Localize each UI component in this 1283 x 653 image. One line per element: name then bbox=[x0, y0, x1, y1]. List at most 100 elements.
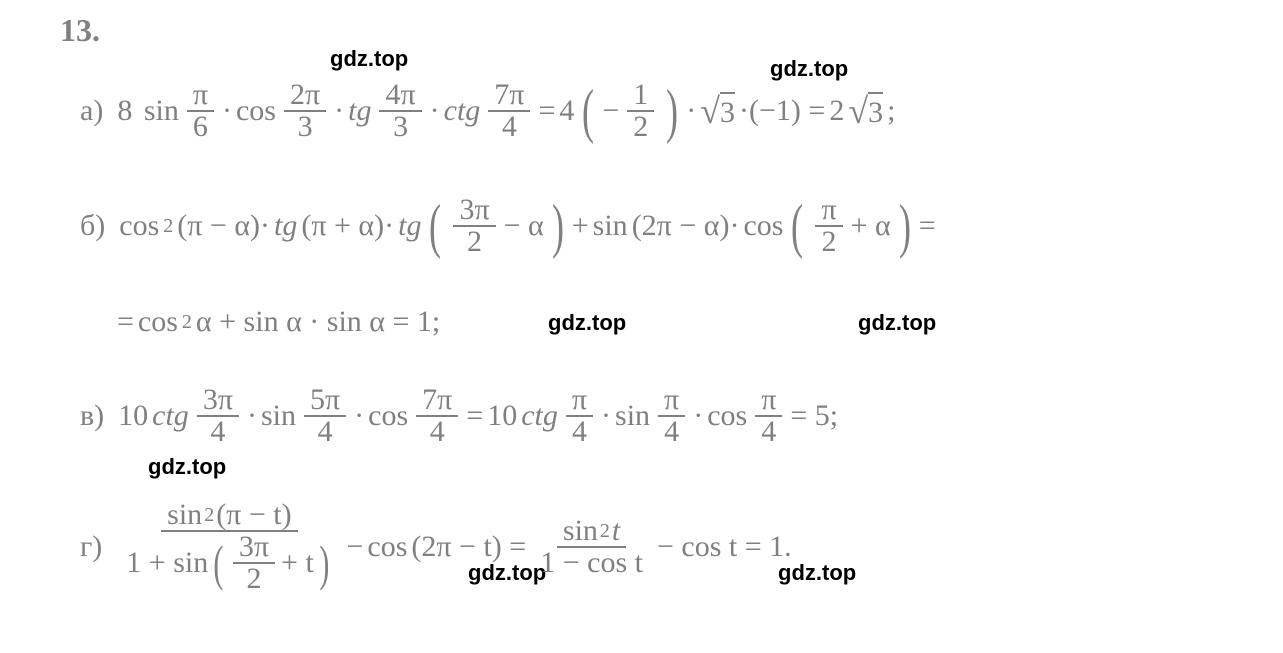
dot: · bbox=[693, 399, 703, 433]
frac-den: 1 + sin ( 3π2 + t ) bbox=[120, 532, 338, 594]
frac-num: π bbox=[815, 195, 842, 227]
func-tg: tg bbox=[348, 94, 371, 128]
paren-left: ( bbox=[791, 211, 803, 241]
frac-den: 6 bbox=[187, 112, 214, 142]
arg: (π − α)· bbox=[177, 209, 270, 243]
frac-den: 4 bbox=[658, 417, 685, 447]
arg: (2π − t) = bbox=[411, 530, 526, 564]
label-b: б) bbox=[80, 209, 105, 243]
frac-num: 3π bbox=[197, 385, 239, 417]
func-sin: sin bbox=[593, 209, 628, 243]
equals: = bbox=[538, 94, 555, 128]
coeff: 10 bbox=[118, 399, 148, 433]
problem-number: 13. bbox=[60, 12, 100, 49]
equation-d: г) sin2(π − t) 1 + sin ( 3π2 + t ) − cos… bbox=[80, 500, 792, 594]
func-tg: tg bbox=[274, 209, 297, 243]
frac-den: 4 bbox=[566, 417, 593, 447]
func-ctg: ctg bbox=[152, 399, 189, 433]
frac-den: 4 bbox=[424, 417, 451, 447]
equation-b1: б) cos2 (π − α)· tg (π + α)· tg ( 3π2 − … bbox=[80, 195, 936, 257]
func-cos: cos bbox=[236, 94, 276, 128]
label-a: а) bbox=[80, 94, 103, 128]
paren-right: ) bbox=[552, 211, 564, 241]
arg: (π + α)· bbox=[301, 209, 394, 243]
func-cos: cos bbox=[367, 530, 407, 564]
func-tg: tg bbox=[398, 209, 421, 243]
func-ctg: ctg bbox=[521, 399, 558, 433]
sqrt: √3 bbox=[848, 90, 883, 132]
frac-den: 2 bbox=[461, 227, 488, 257]
watermark: gdz.top bbox=[548, 310, 626, 336]
plus-alpha: + α bbox=[851, 209, 891, 243]
func-ctg: ctg bbox=[444, 94, 481, 128]
equals: = bbox=[919, 209, 936, 243]
frac-den: 3 bbox=[292, 112, 319, 142]
dot: · bbox=[686, 94, 696, 128]
frac-den: 3 bbox=[387, 112, 414, 142]
paren-left: ( bbox=[429, 211, 441, 241]
func-cos: cos bbox=[743, 209, 783, 243]
dot: · bbox=[601, 399, 611, 433]
paren-right: ) bbox=[666, 96, 678, 126]
watermark: gdz.top bbox=[148, 454, 226, 480]
equation-b2: = cos2 α + sin α · sin α = 1; bbox=[117, 305, 440, 339]
equals: = bbox=[117, 305, 134, 339]
func-cos: cos bbox=[368, 399, 408, 433]
func-sin: sin bbox=[136, 94, 179, 128]
val: 4 bbox=[559, 94, 574, 128]
plus: + bbox=[572, 209, 589, 243]
dot: · bbox=[334, 94, 344, 128]
frac-den: 4 bbox=[204, 417, 231, 447]
frac-den: 4 bbox=[755, 417, 782, 447]
val: 2 bbox=[829, 94, 844, 128]
coeff: 10 bbox=[487, 399, 517, 433]
frac-den: 1 − cos t bbox=[534, 548, 649, 578]
func-sin: sin bbox=[261, 399, 296, 433]
rest: α + sin α · sin α = 1; bbox=[196, 305, 440, 339]
frac-den: 2 bbox=[627, 112, 654, 142]
func-cos: cos bbox=[138, 305, 178, 339]
frac-num: sin2(π − t) bbox=[161, 500, 297, 532]
sqrt: √3 bbox=[700, 90, 735, 132]
watermark: gdz.top bbox=[770, 56, 848, 82]
frac-den: 4 bbox=[496, 112, 523, 142]
equation-c: в) 10ctg 3π4 · sin 5π4 · cos 7π4 = 10ctg… bbox=[80, 385, 838, 447]
frac-den: 2 bbox=[816, 227, 843, 257]
watermark: gdz.top bbox=[330, 46, 408, 72]
func-cos: cos bbox=[119, 209, 159, 243]
frac-num: sin2t bbox=[557, 516, 626, 548]
frac-num: 4π bbox=[379, 80, 421, 112]
watermark: gdz.top bbox=[858, 310, 936, 336]
dot: · bbox=[222, 94, 232, 128]
neg: − bbox=[602, 94, 619, 128]
minus: − bbox=[346, 530, 363, 564]
func-cos: cos bbox=[707, 399, 747, 433]
frac-den: 4 bbox=[312, 417, 339, 447]
result: = 5; bbox=[790, 399, 838, 433]
label-d: г) bbox=[80, 530, 102, 564]
paren-left: ( bbox=[582, 96, 594, 126]
frac-num: 1 bbox=[627, 80, 654, 112]
dot: · bbox=[430, 94, 440, 128]
equation-a: а) 8 sin π6 · cos 2π3 · tg 4π3 · ctg 7π4… bbox=[80, 80, 895, 142]
dot: · bbox=[247, 399, 257, 433]
frac-num: 2π bbox=[284, 80, 326, 112]
frac-num: π bbox=[755, 385, 782, 417]
times: ·(−1) = bbox=[739, 94, 825, 128]
rest: − cos t = 1. bbox=[657, 530, 792, 564]
minus-alpha: − α bbox=[504, 209, 544, 243]
frac-num: 7π bbox=[488, 80, 530, 112]
equals: = bbox=[466, 399, 483, 433]
frac-num: π bbox=[658, 385, 685, 417]
coeff: 8 bbox=[117, 94, 132, 128]
arg: (2π − α)· bbox=[632, 209, 740, 243]
func-sin: sin bbox=[615, 399, 650, 433]
paren-right: ) bbox=[899, 211, 911, 241]
frac-num: 5π bbox=[304, 385, 346, 417]
semi: ; bbox=[887, 94, 895, 128]
frac-num: π bbox=[187, 80, 214, 112]
frac-num: π bbox=[566, 385, 593, 417]
frac-num: 7π bbox=[416, 385, 458, 417]
frac-num: 3π bbox=[453, 195, 495, 227]
label-c: в) bbox=[80, 399, 104, 433]
